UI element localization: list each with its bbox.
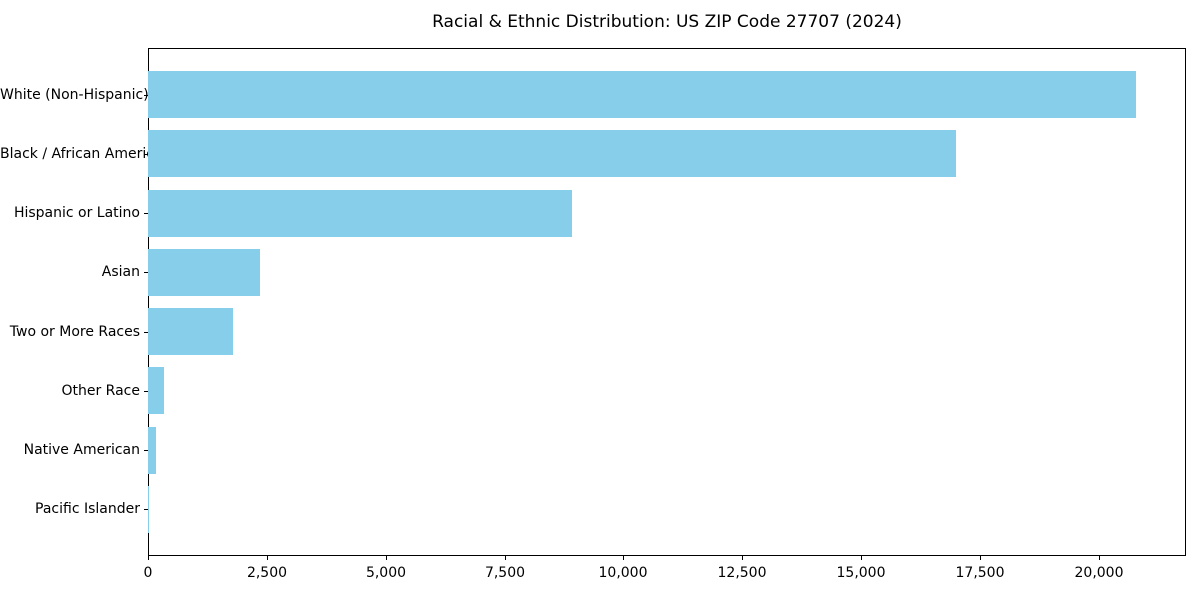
y-tick-mark [144, 213, 148, 214]
bar [148, 249, 260, 296]
y-tick-label: Other Race [61, 383, 140, 399]
x-tick-mark [623, 556, 624, 560]
x-tick-mark [980, 556, 981, 560]
x-tick-label: 12,500 [717, 565, 767, 581]
x-tick-mark [386, 556, 387, 560]
x-tick-label: 10,000 [598, 565, 648, 581]
plot-area [148, 48, 1186, 556]
x-tick-label: 0 [143, 565, 153, 581]
x-tick-label: 15,000 [836, 565, 886, 581]
x-tick-label: 7,500 [484, 565, 526, 581]
y-tick-mark [144, 332, 148, 333]
y-tick-label: Black / African American [0, 146, 172, 162]
y-tick-mark [144, 450, 148, 451]
y-tick-mark [144, 272, 148, 273]
x-tick-mark [861, 556, 862, 560]
x-tick-mark [505, 556, 506, 560]
y-tick-label: Two or More Races [9, 324, 140, 340]
bar [148, 427, 156, 474]
x-tick-mark [1099, 556, 1100, 560]
y-tick-label: Hispanic or Latino [13, 205, 140, 221]
x-tick-mark [148, 556, 149, 560]
bar [148, 190, 572, 237]
x-tick-mark [742, 556, 743, 560]
x-tick-label: 17,500 [955, 565, 1005, 581]
chart-title: Racial & Ethnic Distribution: US ZIP Cod… [432, 12, 902, 32]
y-tick-mark [144, 509, 148, 510]
x-tick-mark [267, 556, 268, 560]
x-tick-label: 2,500 [246, 565, 288, 581]
bar [148, 367, 164, 414]
bar [148, 308, 233, 355]
bar [148, 71, 1136, 118]
bar [148, 486, 149, 533]
y-tick-mark [144, 154, 148, 155]
y-tick-mark [144, 391, 148, 392]
y-tick-label: Pacific Islander [35, 501, 140, 517]
x-tick-label: 20,000 [1074, 565, 1124, 581]
x-tick-label: 5,000 [365, 565, 407, 581]
y-tick-label: Asian [101, 264, 140, 280]
y-tick-label: White (Non-Hispanic) [0, 87, 149, 103]
y-tick-mark [144, 95, 148, 96]
bar [148, 130, 956, 177]
y-tick-label: Native American [23, 442, 140, 458]
